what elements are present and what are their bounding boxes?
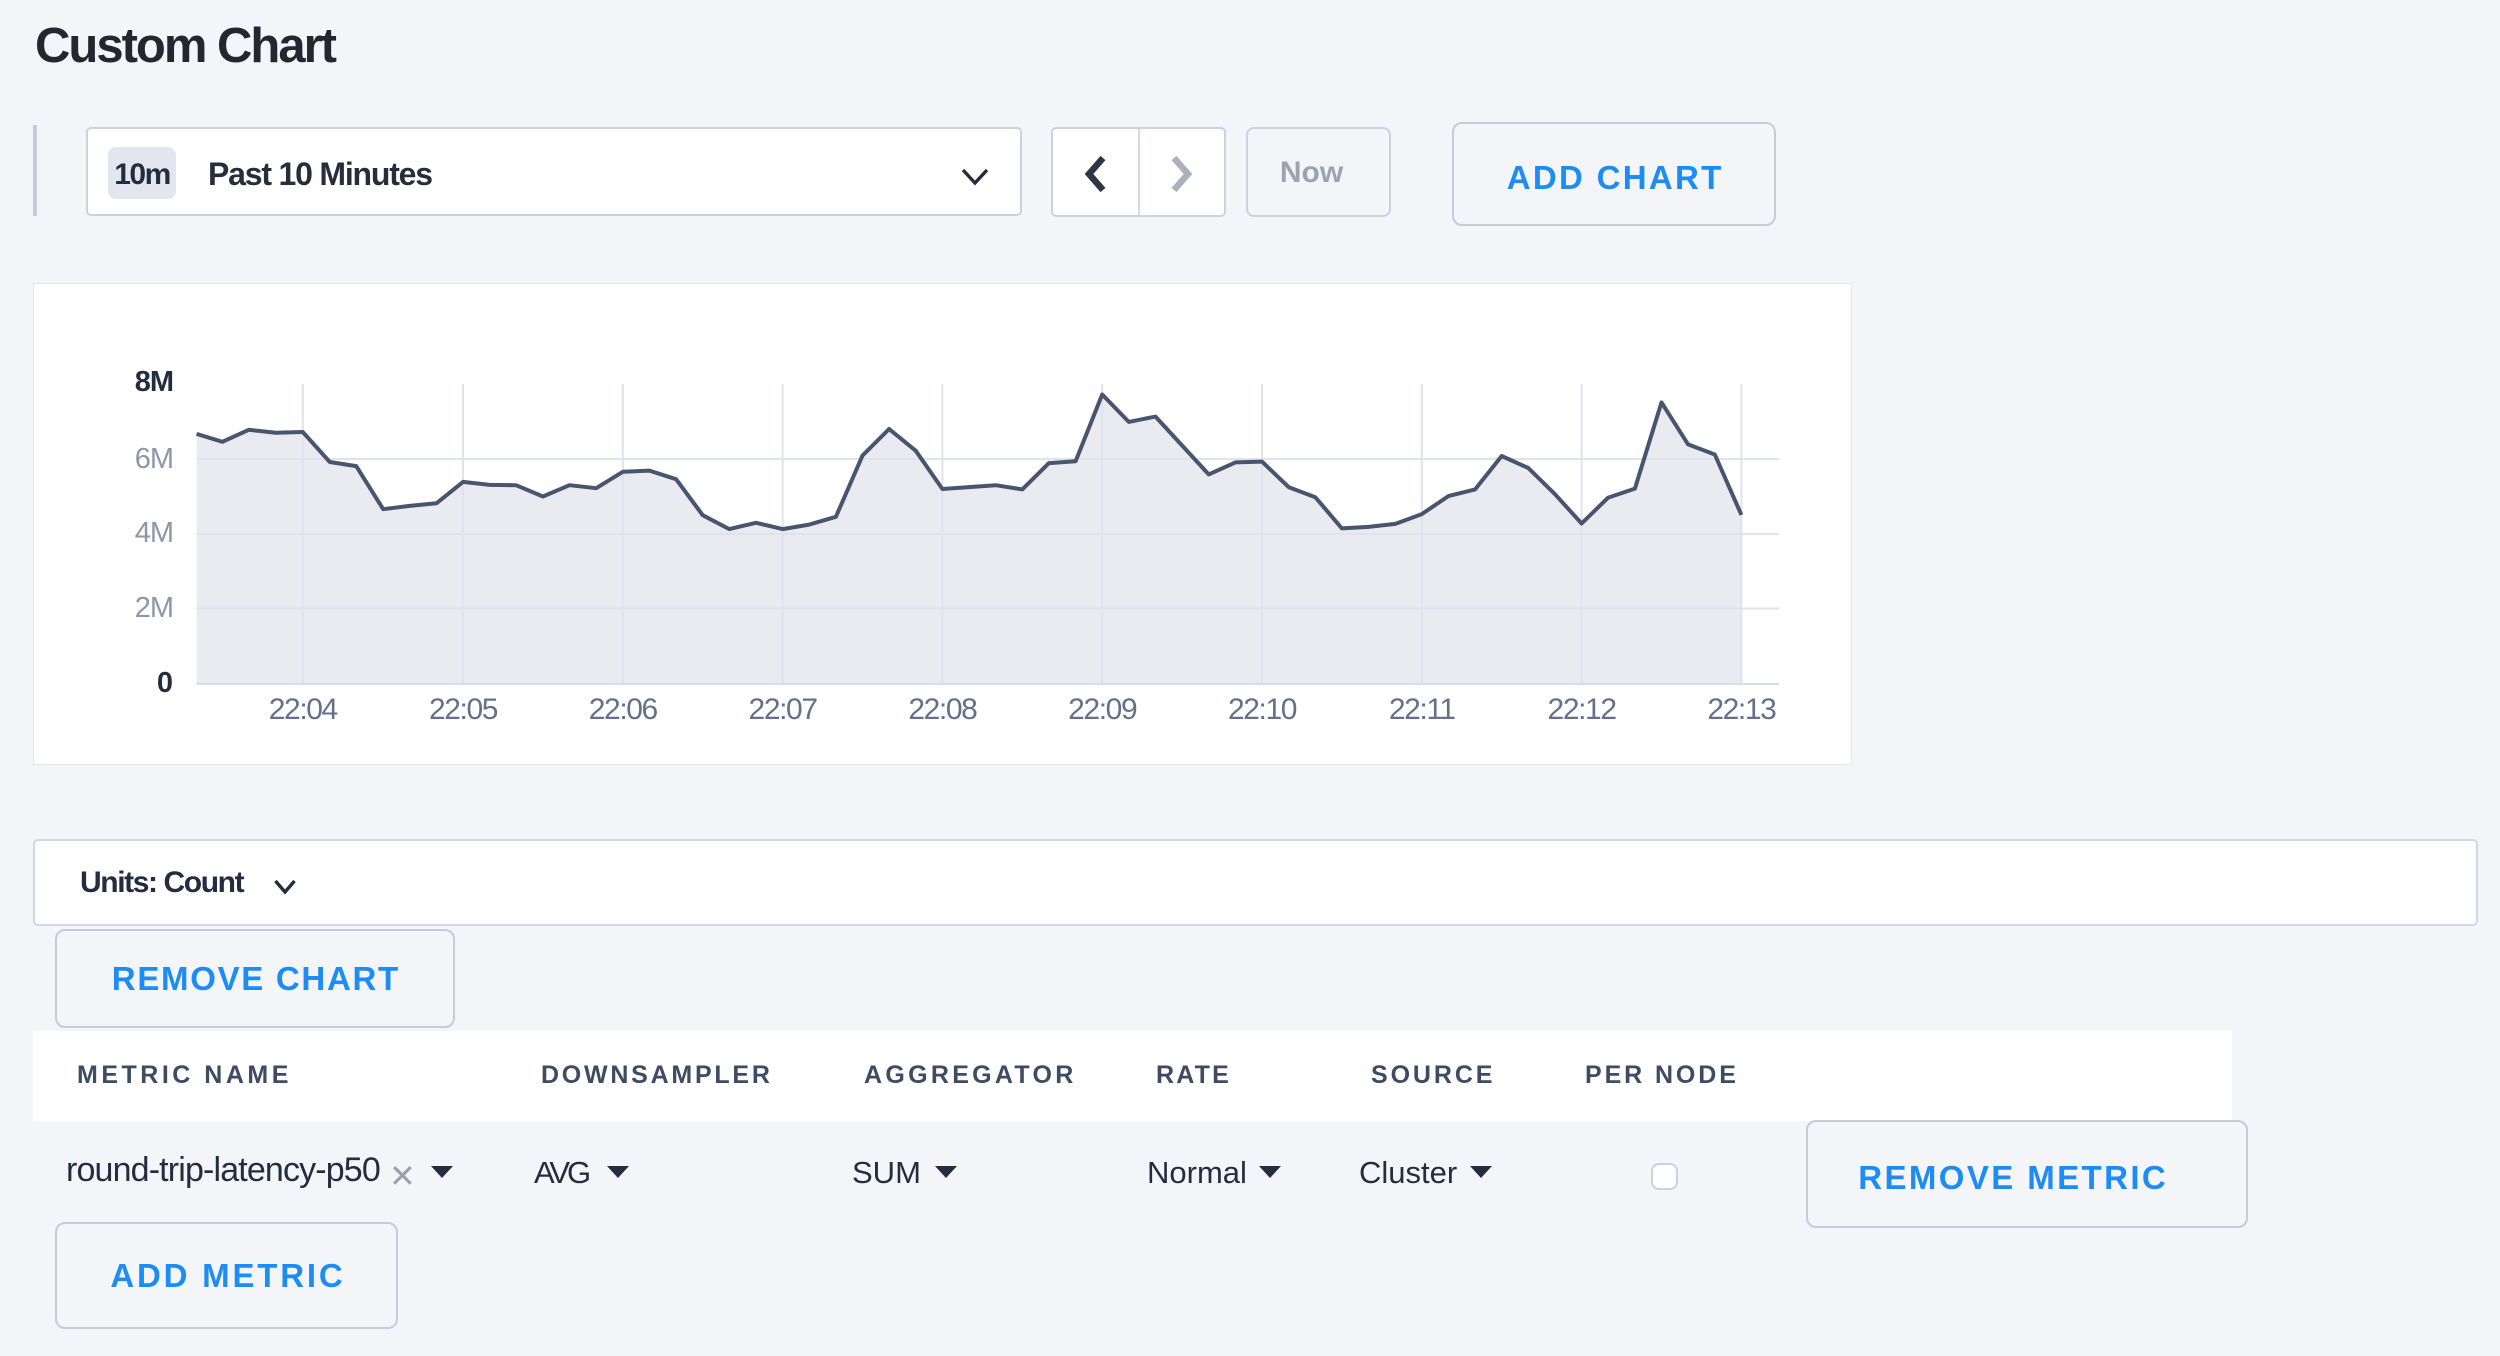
svg-text:22:07: 22:07 bbox=[749, 693, 818, 726]
svg-text:22:13: 22:13 bbox=[1707, 693, 1776, 726]
svg-text:4M: 4M bbox=[135, 517, 173, 549]
svg-text:22:04: 22:04 bbox=[269, 693, 338, 726]
svg-text:22:06: 22:06 bbox=[589, 693, 658, 726]
svg-text:22:11: 22:11 bbox=[1389, 693, 1456, 726]
svg-text:8M: 8M bbox=[135, 366, 173, 398]
svg-text:22:08: 22:08 bbox=[908, 693, 977, 726]
svg-text:22:12: 22:12 bbox=[1548, 693, 1617, 726]
svg-text:22:05: 22:05 bbox=[429, 693, 498, 726]
svg-text:2M: 2M bbox=[135, 592, 173, 624]
svg-text:22:09: 22:09 bbox=[1068, 693, 1137, 726]
svg-text:22:10: 22:10 bbox=[1228, 693, 1297, 726]
svg-text:6M: 6M bbox=[135, 443, 173, 475]
svg-text:0: 0 bbox=[157, 667, 173, 699]
